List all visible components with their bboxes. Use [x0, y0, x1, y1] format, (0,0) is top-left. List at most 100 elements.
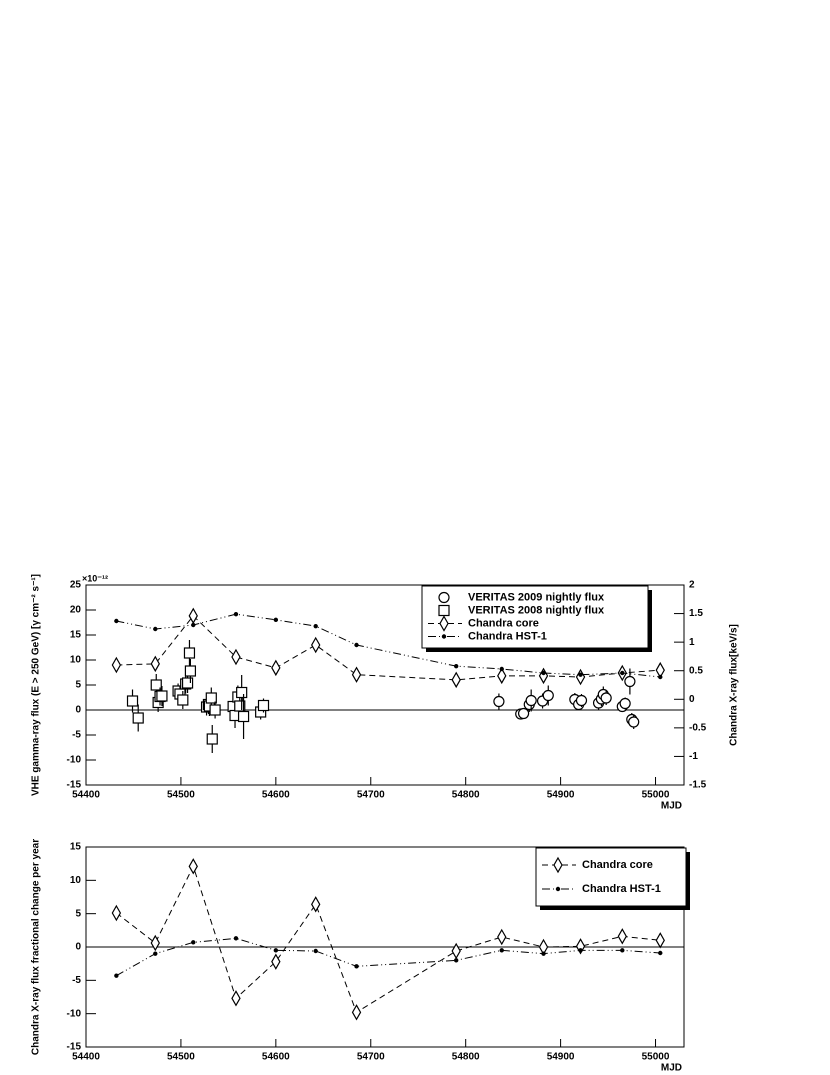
x-tick-label: 54600 — [262, 790, 290, 801]
marker — [620, 948, 625, 953]
y-tick-label: 5 — [75, 908, 81, 919]
marker — [132, 712, 144, 724]
marker — [525, 694, 537, 707]
marker — [114, 973, 119, 978]
y-axis-label: Chandra X-ray flux fractional change per… — [31, 839, 42, 1055]
y-tick-label: 0 — [75, 942, 81, 953]
marker — [575, 668, 586, 686]
legend: Chandra core Chandra HST-1 — [535, 847, 690, 910]
marker — [271, 953, 281, 970]
marker — [354, 964, 359, 969]
marker — [313, 948, 318, 954]
x-tick-label: 54500 — [167, 1052, 195, 1063]
x-tick-label: 54500 — [167, 790, 195, 801]
marker — [439, 615, 449, 632]
legend-label: Chandra HST-1 — [582, 883, 661, 895]
marker — [231, 990, 241, 1007]
marker — [354, 642, 359, 648]
y-tick-label: 5 — [75, 680, 81, 691]
marker — [497, 928, 507, 946]
x-tick-label: 54700 — [357, 1052, 385, 1063]
y2-tick-label: -1.5 — [689, 780, 707, 791]
marker — [150, 679, 162, 691]
y-tick-label: 10 — [70, 875, 82, 886]
marker — [578, 948, 583, 953]
legend-label: Chandra core — [582, 859, 653, 871]
marker — [156, 690, 168, 702]
x-tick-label: 55000 — [642, 1052, 670, 1063]
marker — [541, 951, 546, 956]
marker — [658, 674, 663, 680]
marker — [351, 1004, 362, 1021]
x-tick-label: 54400 — [72, 1052, 100, 1063]
y-tick-label: -15 — [67, 1042, 82, 1053]
marker — [206, 733, 218, 745]
y-tick-label: -10 — [67, 755, 82, 766]
marker — [257, 699, 270, 712]
marker — [542, 689, 554, 702]
marker — [451, 671, 461, 689]
marker — [493, 695, 505, 708]
y2-tick-label: 2 — [689, 580, 695, 591]
marker — [114, 618, 119, 624]
marker — [451, 942, 461, 960]
marker — [111, 656, 122, 674]
y-axis-label: VHE gamma-ray flux (E > 250 GeV) [γ cm⁻²… — [31, 574, 42, 796]
marker — [541, 670, 546, 676]
y2-tick-label: -1 — [689, 751, 698, 762]
marker — [655, 932, 665, 949]
y2-axis-label: Chandra X-ray flux[keV/s] — [729, 624, 740, 746]
marker — [620, 670, 625, 676]
marker — [624, 675, 636, 688]
marker — [438, 591, 450, 604]
marker — [553, 856, 563, 874]
marker — [271, 659, 281, 677]
marker — [600, 692, 612, 704]
y-tick-label: 10 — [70, 655, 82, 666]
marker — [181, 677, 194, 689]
marker — [233, 611, 239, 617]
marker — [578, 672, 583, 677]
marker — [150, 655, 160, 673]
marker — [311, 636, 321, 654]
marker — [658, 950, 663, 956]
marker — [231, 648, 241, 666]
marker — [273, 948, 279, 953]
marker — [150, 934, 160, 952]
marker — [237, 710, 250, 723]
legend-label: Chandra core — [468, 617, 539, 629]
y2-tick-label: 0.5 — [689, 665, 703, 676]
x-axis-label: MJD — [661, 1063, 682, 1074]
marker — [575, 694, 588, 707]
x-tick-label: 54900 — [547, 790, 575, 801]
marker — [126, 695, 139, 707]
y-tick-label: 20 — [70, 605, 82, 616]
y-tick-label: 15 — [70, 630, 82, 641]
legend-box — [421, 585, 649, 649]
marker — [441, 634, 447, 639]
marker — [438, 604, 450, 617]
marker — [619, 697, 631, 710]
marker — [191, 622, 196, 628]
marker — [499, 948, 504, 953]
y-tick-label: 15 — [70, 842, 82, 853]
legend-label: Chandra HST-1 — [468, 630, 547, 642]
x-tick-label: 54400 — [72, 790, 100, 801]
x-tick-label: 55000 — [642, 790, 670, 801]
marker — [188, 607, 198, 625]
marker — [351, 666, 362, 683]
marker — [497, 667, 507, 685]
y-tick-label: 0 — [75, 705, 81, 716]
legend-label: VERITAS 2009 nightly flux — [468, 591, 605, 603]
y2-tick-label: 1.5 — [689, 608, 703, 619]
marker — [205, 692, 217, 704]
marker — [313, 623, 318, 629]
y-tick-label: -15 — [67, 780, 82, 791]
marker — [628, 716, 640, 728]
marker — [311, 896, 321, 913]
y2-tick-label: 1 — [689, 637, 695, 648]
y2-tick-label: 0 — [689, 694, 695, 705]
marker — [184, 665, 197, 677]
